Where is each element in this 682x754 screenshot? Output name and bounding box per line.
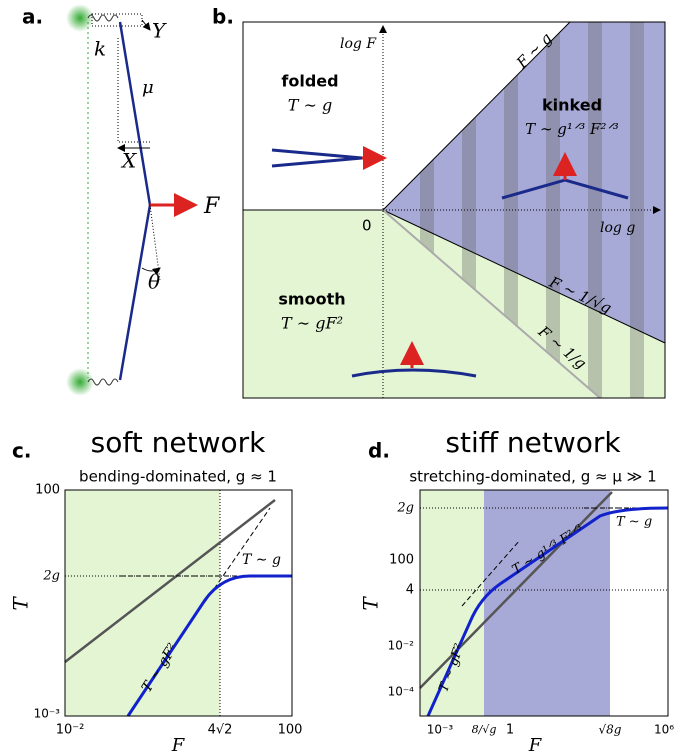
- x-tick-label: 1: [506, 723, 514, 738]
- panel-subtitle: stretching-dominated, g ≈ μ ≫ 1: [409, 468, 656, 486]
- y-tick-label: 2g: [396, 501, 414, 516]
- y-axis-label: T: [9, 596, 33, 611]
- label-theta: θ: [148, 270, 160, 294]
- region-name: smooth: [278, 290, 345, 309]
- region-law: T ∼ gF²: [281, 314, 343, 333]
- x-tick-label: 10⁻²: [56, 723, 85, 738]
- y-tick-label: 2g: [42, 569, 60, 584]
- panel-subtitle: bending-dominated, g ≈ 1: [79, 468, 277, 486]
- region-name: kinked: [542, 96, 602, 115]
- origin: 0: [362, 217, 372, 235]
- x-tick-label: 100: [278, 723, 303, 738]
- y-tick-label: 10⁻²: [388, 639, 415, 653]
- y-axis-label: T: [359, 596, 383, 611]
- label-mu: μ: [142, 77, 154, 98]
- y-tick-label: 100: [389, 553, 414, 568]
- y-tick-label: 10⁻³: [34, 707, 61, 721]
- x-tick-label: 4√2: [208, 723, 233, 738]
- label-f: F: [203, 194, 220, 219]
- y-tick-label: 10⁻⁴: [388, 685, 415, 699]
- panel-title: stiff network: [445, 426, 621, 459]
- annotation: T ∼ g: [242, 552, 281, 568]
- x-tick-label: 10⁻³: [427, 723, 454, 737]
- x-tick-label: 8/√g: [472, 723, 497, 736]
- panel-label: d.: [368, 439, 390, 463]
- region-law: T ∼ g: [288, 96, 333, 115]
- axis-label: log F: [340, 36, 377, 52]
- label-y: Y: [152, 19, 167, 43]
- x-axis-label: F: [528, 735, 543, 754]
- panel-d: d. stiff network stretching-dominated, g…: [359, 426, 675, 754]
- x-axis-label: F: [171, 735, 186, 754]
- panel-label: c.: [12, 439, 31, 463]
- label-k: k: [94, 37, 106, 61]
- panel-title: soft network: [91, 426, 266, 459]
- panel-label: a.: [22, 5, 43, 29]
- panel-b: b. log F log g 0 folded T ∼ g kinked T ∼…: [212, 5, 666, 399]
- y-tick-label: 100: [35, 483, 60, 498]
- panel-label: b.: [212, 5, 234, 29]
- region-name: folded: [281, 72, 338, 91]
- annotation: T ∼ g: [616, 515, 652, 530]
- panel-c: c. soft network bending-dominated, g ≈ 1…: [9, 426, 303, 754]
- x-tick-label: 10⁶: [654, 723, 674, 737]
- axis-label: log g: [600, 220, 635, 236]
- region-law: T ∼ g¹ᐟ³ F²ᐟ³: [525, 120, 619, 138]
- y-tick-label: 4: [406, 583, 414, 598]
- label-x: X: [120, 149, 137, 173]
- x-tick-label: √8g: [599, 723, 622, 737]
- panel-a: a. Y k μ X F θ: [22, 4, 220, 396]
